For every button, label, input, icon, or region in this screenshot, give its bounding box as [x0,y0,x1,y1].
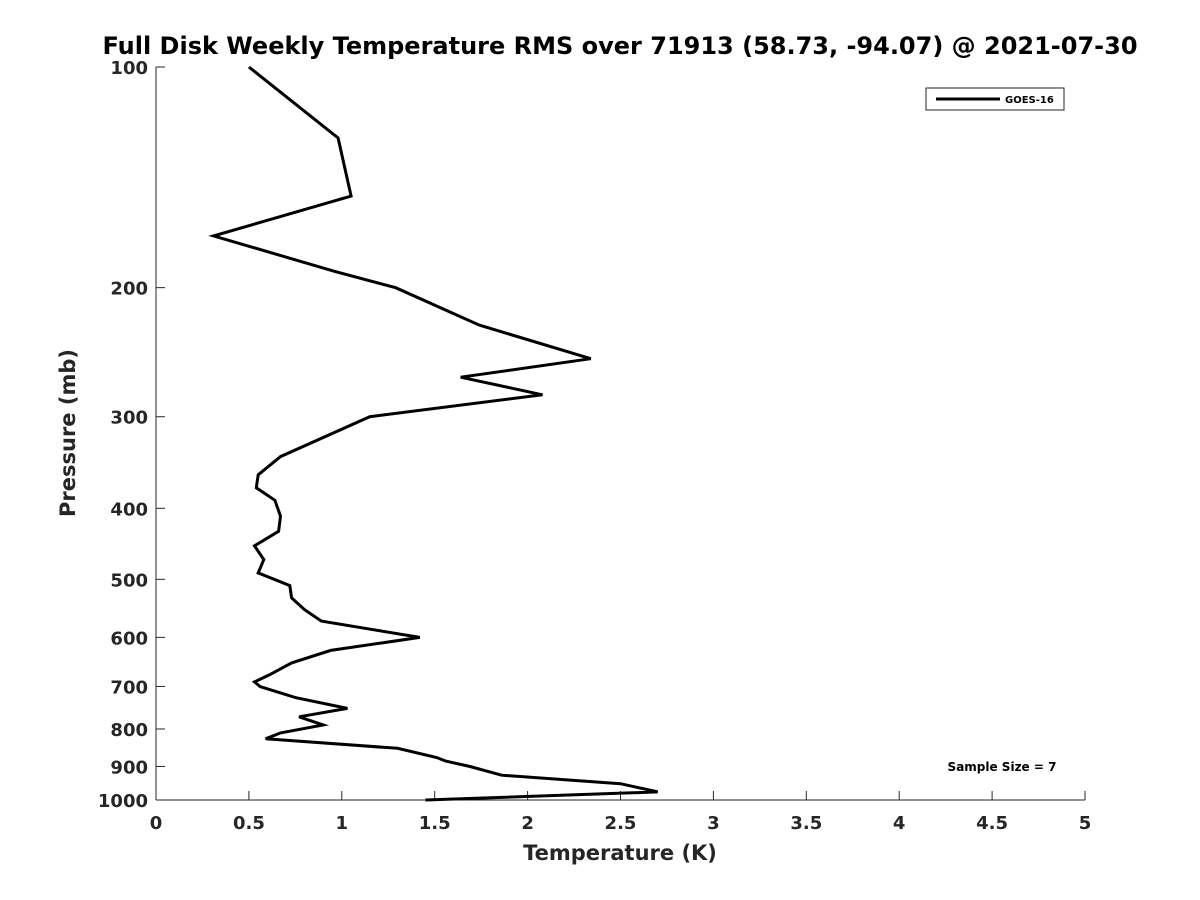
y-tick-label: 800 [110,720,148,741]
x-tick-label: 5 [1079,813,1092,834]
x-tick-label: 2.5 [605,813,637,834]
plot-area [156,67,1085,800]
x-axis-label: Temperature (K) [523,841,717,865]
x-axis-ticks: 0 0.5 1 1.5 2 2.5 3 3.5 4 4.5 5 [150,791,1092,834]
sample-size-annotation: Sample Size = 7 [948,760,1057,774]
x-tick-label: 3 [707,813,720,834]
x-tick-label: 1 [336,813,349,834]
x-tick-label: 4.5 [976,813,1008,834]
legend: GOES-16 [925,87,1065,111]
y-tick-label: 1000 [98,791,148,812]
y-tick-label: 500 [110,570,148,591]
y-tick-label: 200 [110,279,148,300]
x-tick-label: 0 [150,813,163,834]
x-tick-label: 0.5 [233,813,265,834]
series-line-goes-16 [208,65,659,802]
y-tick-label: 400 [110,499,148,520]
y-tick-label: 900 [110,757,148,778]
x-tick-label: 2 [521,813,534,834]
x-tick-label: 3.5 [790,813,822,834]
y-tick-label: 600 [110,628,148,649]
y-axis-label: Pressure (mb) [56,349,80,517]
y-tick-label: 100 [110,58,148,79]
chart-title: Full Disk Weekly Temperature RMS over 71… [102,32,1137,60]
y-tick-label: 300 [110,408,148,429]
x-tick-label: 1.5 [419,813,451,834]
y-tick-label: 700 [110,677,148,698]
x-tick-label: 4 [893,813,906,834]
legend-entry: GOES-16 [1005,95,1054,106]
y-axis-ticks: 100 200 300 400 500 600 700 800 900 1000 [98,58,165,812]
